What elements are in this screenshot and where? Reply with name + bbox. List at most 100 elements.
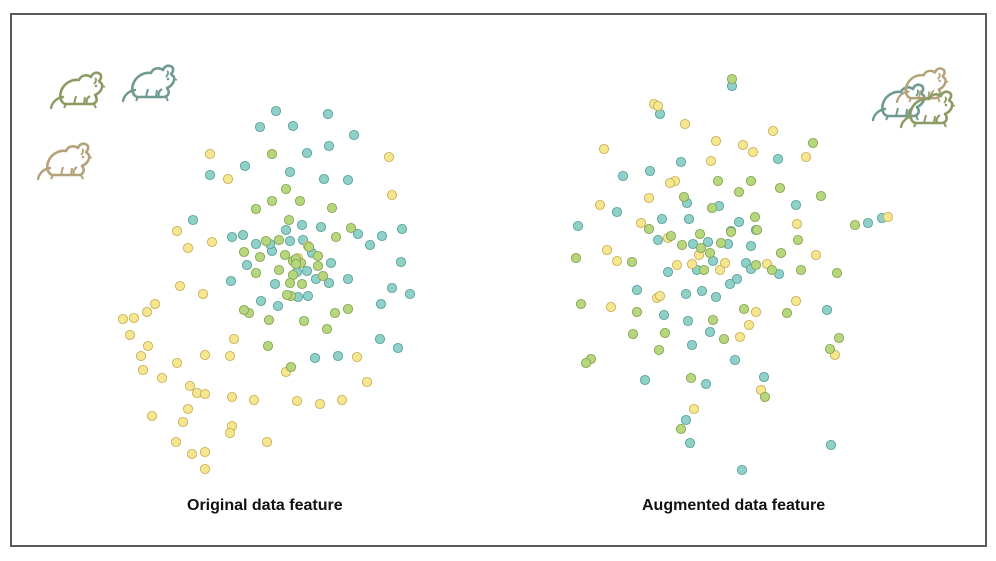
mouse-icon-teal xyxy=(122,64,178,103)
scatter-point-teal xyxy=(745,240,757,252)
scatter-point-green xyxy=(749,211,761,223)
scatter-point-green xyxy=(824,343,836,355)
scatter-point-green xyxy=(726,73,738,85)
scatter-point-green xyxy=(303,241,315,253)
scatter-point-teal xyxy=(821,304,833,316)
augmented-scatter xyxy=(570,73,894,476)
scatter-point-yellow xyxy=(747,146,759,158)
scatter-point-teal xyxy=(323,140,335,152)
scatter-point-green xyxy=(283,214,295,226)
scatter-point-green xyxy=(627,328,639,340)
scatter-point-green xyxy=(653,344,665,356)
scatter-point-green xyxy=(285,361,297,373)
scatter-point-teal xyxy=(386,282,398,294)
scatter-point-green xyxy=(317,270,329,282)
scatter-point-yellow xyxy=(737,139,749,151)
scatter-point-green xyxy=(643,223,655,235)
scatter-point-green xyxy=(626,256,638,268)
scatter-point-teal xyxy=(318,173,330,185)
scatter-point-teal xyxy=(617,170,629,182)
scatter-point-yellow xyxy=(679,118,691,130)
scatter-point-green xyxy=(266,195,278,207)
scatter-point-yellow xyxy=(611,255,623,267)
scatter-point-yellow xyxy=(222,173,234,185)
scatter-point-teal xyxy=(680,288,692,300)
scatter-point-yellow xyxy=(171,357,183,369)
scatter-point-teal xyxy=(631,284,643,296)
scatter-point-yellow xyxy=(197,288,209,300)
scatter-point-teal xyxy=(301,265,313,277)
scatter-point-yellow xyxy=(351,351,363,363)
scatter-point-green xyxy=(262,340,274,352)
scatter-point-yellow xyxy=(605,301,617,313)
scatter-point-yellow xyxy=(601,244,613,256)
scatter-point-teal xyxy=(733,216,745,228)
scatter-point-green xyxy=(298,315,310,327)
scatter-point-yellow xyxy=(137,364,149,376)
scatter-point-green xyxy=(781,307,793,319)
scatter-point-green xyxy=(849,219,861,231)
mouse-icon-tan xyxy=(37,142,93,181)
scatter-point-yellow xyxy=(135,350,147,362)
figure-frame xyxy=(10,13,987,547)
scatter-point-teal xyxy=(686,339,698,351)
scatter-point-teal xyxy=(729,354,741,366)
scatter-point-green xyxy=(281,289,293,301)
scatter-point-yellow xyxy=(671,259,683,271)
scatter-point-teal xyxy=(225,275,237,287)
scatter-point-yellow xyxy=(734,331,746,343)
scatter-point-yellow xyxy=(199,388,211,400)
scatter-point-green xyxy=(631,306,643,318)
scatter-point-green xyxy=(745,175,757,187)
scatter-point-green xyxy=(345,222,357,234)
scatter-point-yellow xyxy=(224,427,236,439)
scatter-point-teal xyxy=(656,213,668,225)
scatter-point-green xyxy=(792,234,804,246)
caption-augmented: Augmented data feature xyxy=(642,497,826,514)
scatter-point-teal xyxy=(255,295,267,307)
scatter-point-green xyxy=(580,357,592,369)
scatter-point-green xyxy=(263,314,275,326)
scatter-point-teal xyxy=(687,238,699,250)
scatter-point-teal xyxy=(710,291,722,303)
scatter-point-teal xyxy=(639,374,651,386)
scatter-point-yellow xyxy=(224,350,236,362)
scatter-point-green xyxy=(695,242,707,254)
scatter-point-teal xyxy=(724,278,736,290)
scatter-point-teal xyxy=(323,277,335,289)
scatter-point-teal xyxy=(270,105,282,117)
scatter-point-yellow xyxy=(177,416,189,428)
scatter-point-teal xyxy=(309,352,321,364)
scatter-point-green xyxy=(675,423,687,435)
scatter-point-green xyxy=(704,247,716,259)
scatter-point-yellow xyxy=(199,463,211,475)
scatter-point-green xyxy=(254,251,266,263)
scatter-point-green xyxy=(678,191,690,203)
scatter-point-teal xyxy=(392,342,404,354)
scatter-point-teal xyxy=(790,199,802,211)
scatter-point-teal xyxy=(342,273,354,285)
scatter-point-teal xyxy=(287,120,299,132)
scatter-point-teal xyxy=(683,213,695,225)
scatter-point-yellow xyxy=(184,380,196,392)
scatter-point-yellow xyxy=(261,436,273,448)
scatter-point-yellow xyxy=(750,306,762,318)
scatter-point-teal xyxy=(658,309,670,321)
scatter-point-yellow xyxy=(146,410,158,422)
scatter-point-yellow xyxy=(199,349,211,361)
scatter-point-green xyxy=(715,237,727,249)
scatter-point-yellow xyxy=(206,236,218,248)
scatter-point-yellow xyxy=(705,155,717,167)
scatter-point-green xyxy=(665,230,677,242)
scatter-point-green xyxy=(238,304,250,316)
scatter-point-green xyxy=(815,190,827,202)
scatter-point-teal xyxy=(284,235,296,247)
scatter-point-green xyxy=(751,224,763,236)
scatter-point-yellow xyxy=(790,295,802,307)
scatter-point-teal xyxy=(736,464,748,476)
scatter-point-yellow xyxy=(186,448,198,460)
scatter-point-teal xyxy=(280,224,292,236)
scatter-point-green xyxy=(712,175,724,187)
scatter-point-teal xyxy=(296,219,308,231)
